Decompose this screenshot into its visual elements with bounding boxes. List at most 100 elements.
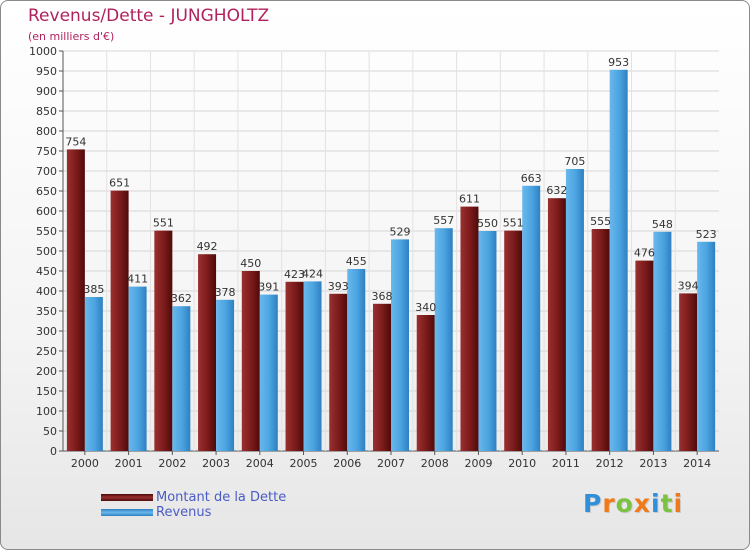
debt-data-label: 368 [372, 290, 393, 303]
x-tick-label: 2008 [421, 457, 449, 470]
y-tick-label: 150 [36, 385, 57, 398]
debt-data-label: 754 [65, 135, 86, 148]
revenue-bar [609, 69, 628, 452]
x-tick-label: 2010 [508, 457, 536, 470]
revenue-bar [259, 294, 278, 451]
logo-letter: r [602, 489, 616, 518]
legend-label-revenue: Revenus [156, 505, 212, 520]
x-tick-label: 2001 [115, 457, 143, 470]
y-tick-label: 250 [36, 345, 57, 358]
revenue-data-label: 391 [258, 281, 279, 294]
y-tick-label: 900 [36, 85, 57, 98]
y-tick-label: 350 [36, 305, 57, 318]
revenue-bar [216, 299, 235, 451]
y-tick-label: 50 [43, 425, 57, 438]
y-tick-label: 200 [36, 365, 57, 378]
x-tick-label: 2005 [290, 457, 318, 470]
debt-data-label: 551 [153, 217, 174, 230]
revenue-bar [653, 231, 672, 451]
debt-bar [285, 281, 304, 451]
logo-letter: t [660, 489, 674, 518]
debt-data-label: 476 [634, 247, 655, 260]
logo-letter: x [633, 489, 651, 518]
legend: Montant de la Dette Revenus [101, 487, 287, 520]
revenue-bar [84, 297, 103, 451]
debt-data-label: 551 [503, 217, 524, 230]
y-tick-label: 600 [36, 205, 57, 218]
y-tick-label: 550 [36, 225, 57, 238]
x-tick-label: 2000 [71, 457, 99, 470]
debt-data-label: 340 [415, 301, 436, 314]
debt-data-label: 394 [678, 279, 699, 292]
y-tick-label: 450 [36, 265, 57, 278]
debt-data-label: 423 [284, 268, 305, 281]
legend-item-debt: Montant de la Dette [101, 487, 287, 505]
y-tick-label: 800 [36, 125, 57, 138]
revenue-data-label: 548 [652, 218, 673, 231]
revenue-data-label: 523 [696, 228, 717, 241]
revenue-bar [565, 169, 584, 451]
revenue-bar [347, 269, 366, 451]
debt-bar [416, 315, 435, 451]
x-tick-label: 2003 [202, 457, 230, 470]
debt-bar [460, 206, 479, 451]
logo-letter: i [651, 489, 661, 518]
y-tick-label: 750 [36, 145, 57, 158]
debt-data-label: 555 [590, 215, 611, 228]
logo-letter: i [673, 489, 684, 518]
revenue-bar [434, 228, 453, 451]
debt-data-label: 611 [459, 193, 480, 206]
debt-bar [110, 190, 129, 451]
debt-data-label: 492 [197, 240, 218, 253]
x-tick-label: 2014 [683, 457, 711, 470]
debt-bar [198, 254, 217, 451]
revenue-bar [697, 241, 716, 451]
revenue-data-label: 953 [608, 56, 629, 69]
legend-item-revenue: Revenus [101, 502, 286, 520]
x-tick-label: 2012 [596, 457, 624, 470]
debt-bar [547, 198, 566, 451]
debt-data-label: 632 [546, 184, 567, 197]
revenue-data-label: 424 [302, 267, 323, 280]
debt-data-label: 651 [109, 177, 130, 190]
y-tick-label: 850 [36, 105, 57, 118]
y-tick-label: 700 [36, 165, 57, 178]
debt-bar [679, 293, 698, 451]
revenue-data-label: 529 [390, 225, 411, 238]
debt-bar [66, 149, 85, 451]
chart-title: Revenus/Dette - JUNGHOLTZ [28, 6, 270, 26]
debt-bar [591, 229, 610, 451]
chart-subtitle: (en milliers d'€) [28, 30, 115, 43]
debt-data-label: 393 [328, 280, 349, 293]
legend-swatch-debt [101, 494, 153, 501]
x-tick-label: 2002 [158, 457, 186, 470]
y-tick-label: 300 [36, 325, 57, 338]
debt-bar [504, 230, 523, 451]
revenue-data-label: 385 [83, 283, 104, 296]
legend-label-debt: Montant de la Dette [156, 490, 287, 505]
revenue-bar [303, 281, 322, 451]
legend-swatch-revenue [101, 509, 153, 516]
proxiti-logo: Proxiti [583, 489, 683, 518]
y-tick-label: 1000 [29, 45, 57, 58]
debt-bar [635, 260, 654, 451]
revenue-data-label: 455 [346, 255, 367, 268]
y-tick-label: 650 [36, 185, 57, 198]
revenue-data-label: 411 [127, 273, 148, 286]
revenue-data-label: 705 [564, 155, 585, 168]
revenue-data-label: 663 [521, 172, 542, 185]
debt-bar [154, 230, 173, 451]
revenue-data-label: 550 [477, 217, 498, 230]
revenue-bar [478, 231, 497, 451]
x-tick-label: 2006 [333, 457, 361, 470]
debt-bar [241, 271, 260, 451]
revenue-bar [391, 239, 409, 451]
x-tick-label: 2013 [639, 457, 667, 470]
revenue-data-label: 362 [171, 292, 192, 305]
logo-letter: o [615, 489, 634, 518]
debt-data-label: 450 [240, 257, 261, 270]
debt-bar [373, 303, 391, 451]
debt-bar [329, 293, 348, 451]
y-tick-label: 950 [36, 65, 57, 78]
